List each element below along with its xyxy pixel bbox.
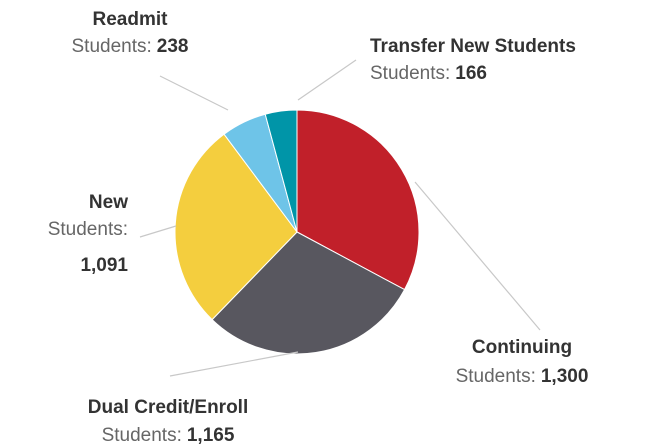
leader-line: [139, 225, 177, 238]
slice-name: Transfer New Students: [370, 36, 576, 57]
slice-label: Students: 1,300: [456, 366, 589, 387]
value-prefix: Students:: [72, 36, 152, 57]
slice-name: Dual Credit/Enroll: [88, 397, 248, 418]
value-prefix: Students:: [102, 425, 182, 445]
pie-slice: [211, 231, 406, 355]
value-prefix: Students:: [48, 219, 128, 240]
value-label: 1,165: [187, 425, 235, 445]
slice-name: Readmit: [93, 9, 169, 30]
value-label: 166: [455, 63, 487, 84]
value-label: 1,091: [80, 255, 128, 276]
value-prefix: Students:: [370, 63, 450, 84]
slice-name: Continuing: [472, 337, 572, 358]
slice-label: Students: 1,165: [102, 425, 235, 445]
slice-label: Students: 238: [72, 36, 189, 57]
slice-label: Students:: [48, 219, 128, 240]
value-label: 1,300: [541, 366, 589, 387]
pie-slice: [174, 133, 298, 321]
leader-line: [169, 351, 299, 377]
value-label: 238: [157, 36, 189, 57]
leader-line: [414, 181, 541, 331]
value-prefix: Students:: [456, 366, 536, 387]
leader-line: [159, 75, 229, 111]
slice-label: Students: 166: [370, 63, 487, 84]
pie-slice: [296, 109, 420, 291]
pie-slice: [264, 109, 298, 233]
leader-line: [297, 59, 357, 101]
slice-name: New: [89, 192, 128, 213]
